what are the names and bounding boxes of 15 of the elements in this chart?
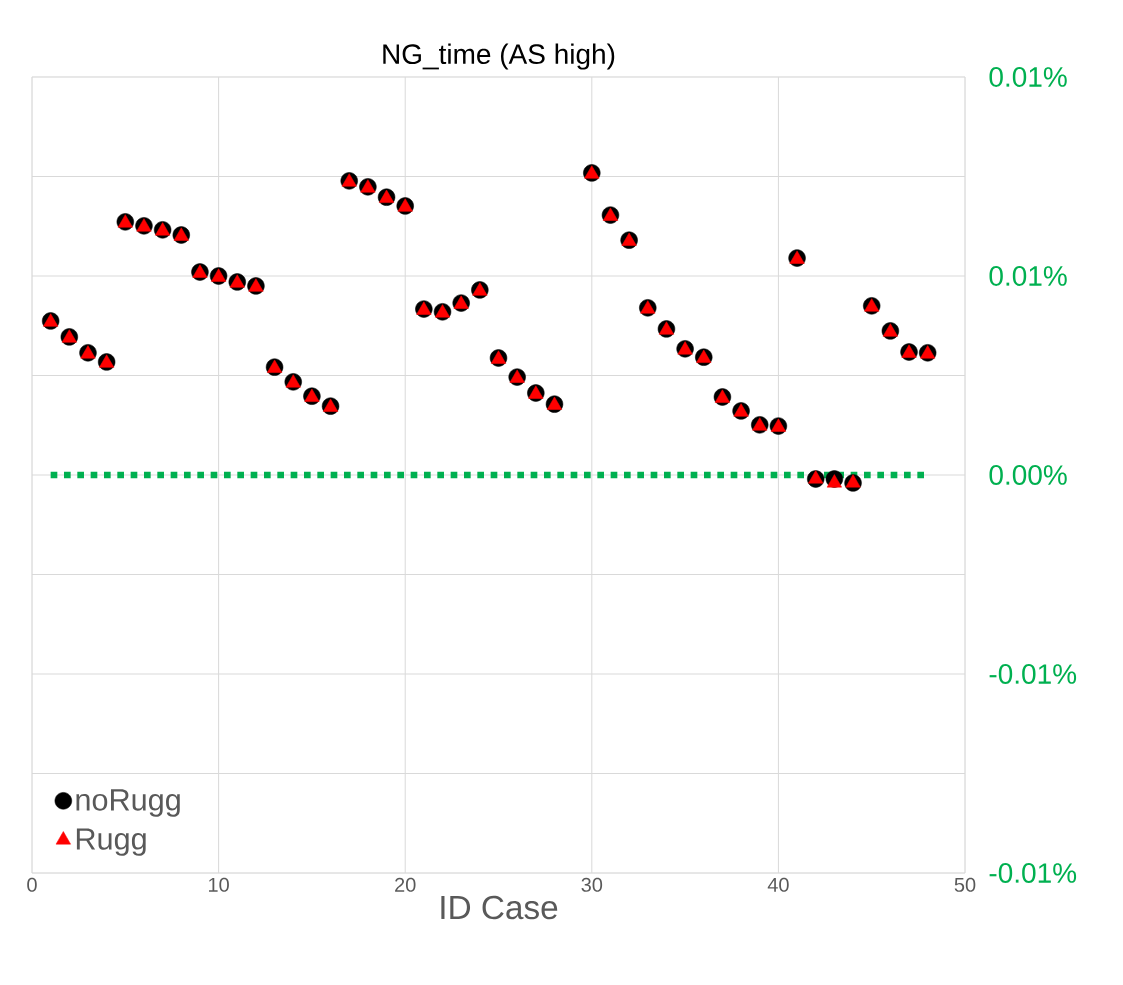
y-tick-label: 0.01%	[989, 266, 1067, 286]
legend-label: Rugg	[76, 828, 146, 856]
x-tick-label: 20	[395, 877, 416, 892]
x-tick-label: 40	[767, 877, 789, 892]
x-tick-label: 30	[581, 877, 603, 892]
x-tick-label: 50	[954, 877, 976, 892]
x-axis-title: ID Case	[441, 895, 558, 920]
x-tick-label: 0	[27, 877, 37, 892]
x-tick-label: 10	[209, 877, 229, 892]
y-tick-label: -0.01%	[989, 664, 1077, 684]
y-tick-label: 0.00%	[989, 465, 1067, 485]
y-tick-label: 0.01%	[989, 67, 1067, 87]
chart-title: NG_time (AS high)	[383, 43, 615, 70]
legend-label: noRugg	[76, 789, 180, 817]
y-tick-label: -0.01%	[989, 863, 1077, 883]
